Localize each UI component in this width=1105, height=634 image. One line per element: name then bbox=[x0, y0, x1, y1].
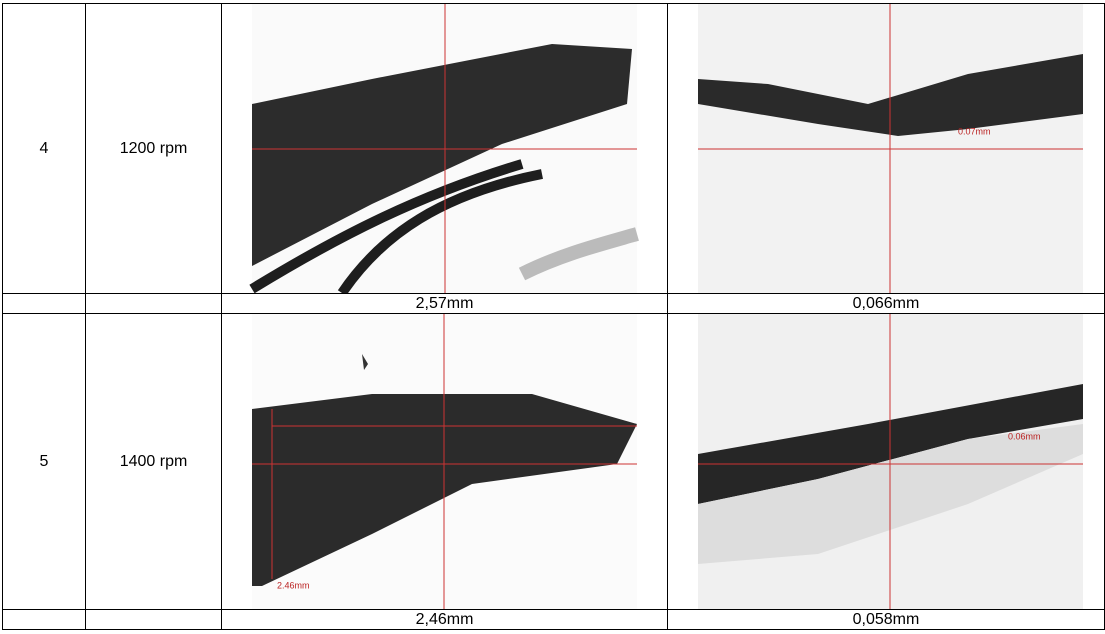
speed-cell: 1200 rpm bbox=[85, 3, 222, 294]
results-table: 4 1200 rpm 0.07mm 2,57mm 0 bbox=[2, 3, 1105, 630]
overlay-label: 0.06mm bbox=[1008, 431, 1041, 441]
index-cell: 4 bbox=[2, 3, 86, 294]
caption-row: 2,46mm 0,058mm bbox=[2, 609, 1105, 630]
micrograph: 0.07mm bbox=[698, 4, 1083, 293]
image-cell: 2.46mm bbox=[221, 313, 668, 610]
image-cell: 0.06mm bbox=[667, 313, 1105, 610]
row: 4 1200 rpm 0.07mm bbox=[2, 3, 1105, 294]
empty-cell bbox=[85, 293, 222, 314]
empty-cell bbox=[2, 609, 86, 630]
row: 5 1400 rpm 2.46mm 0.06mm bbox=[2, 313, 1105, 610]
overlay-label: 0.07mm bbox=[958, 126, 991, 136]
empty-cell bbox=[2, 293, 86, 314]
speed-cell: 1400 rpm bbox=[85, 313, 222, 610]
index-cell: 5 bbox=[2, 313, 86, 610]
measurement: 0,066mm bbox=[667, 293, 1105, 314]
measurement: 2,57mm bbox=[221, 293, 668, 314]
caption-row: 2,57mm 0,066mm bbox=[2, 293, 1105, 314]
image-cell: 0.07mm bbox=[667, 3, 1105, 294]
micrograph bbox=[249, 4, 639, 293]
overlay-label: 2.46mm bbox=[277, 580, 310, 590]
measurement: 0,058mm bbox=[667, 609, 1105, 630]
measurement: 2,46mm bbox=[221, 609, 668, 630]
empty-cell bbox=[85, 609, 222, 630]
micrograph: 0.06mm bbox=[698, 314, 1083, 609]
image-cell bbox=[221, 3, 668, 294]
micrograph: 2.46mm bbox=[252, 314, 637, 609]
